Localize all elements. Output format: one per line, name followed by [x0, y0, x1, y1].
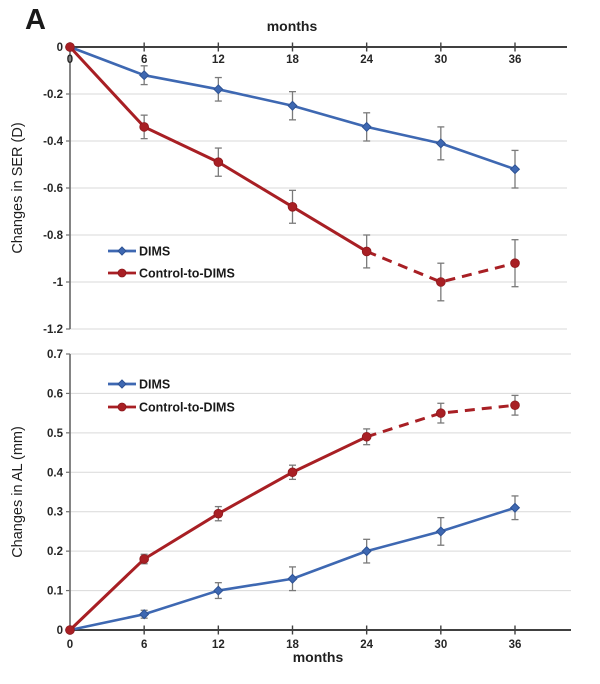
ser-x-tick-label: 0 [67, 54, 73, 66]
control-circle-marker [117, 402, 127, 412]
control-circle-marker [65, 625, 75, 635]
dims-diamond-marker [361, 546, 372, 557]
al-y-tick-label: 0.4 [47, 467, 64, 479]
al-y-tick-label: 0.1 [47, 586, 64, 598]
al-y-tick-label: 0 [57, 625, 63, 637]
panel-label: A [25, 4, 46, 36]
al-x-tick-label: 30 [434, 639, 447, 651]
al-x-tick-label: 18 [286, 639, 299, 651]
dims-diamond-marker [509, 164, 521, 175]
al-x-tick-label: 36 [509, 639, 522, 651]
control-circle-marker [436, 408, 446, 418]
ser-series-control [65, 42, 520, 302]
dims-diamond-marker [509, 502, 521, 513]
ser-y-tick-label: -0.2 [43, 89, 63, 101]
control-circle-marker [65, 42, 75, 52]
ser-y-tick-label: -1 [53, 277, 64, 289]
al-x-tick-label: 24 [360, 639, 373, 651]
ser-chart: 0 -0.2 -0.4 -0.6 -0.8 -1 -1.2 0 6 12 18 24 30 36 month… [10, 18, 567, 336]
dims-diamond-marker [117, 246, 127, 256]
legend-label: DIMS [139, 378, 170, 392]
dims-diamond-marker [139, 609, 150, 620]
al-y-axis-title: Changes in AL (mm) [10, 426, 26, 558]
ser-x-tick-label: 12 [212, 54, 225, 66]
dims-diamond-marker [213, 84, 224, 95]
al-y-tick-label: 0.2 [47, 546, 63, 558]
ser-x-tick-label: 36 [509, 54, 522, 66]
al-x-tick-label: 12 [212, 639, 225, 651]
control-circle-marker [287, 467, 298, 478]
ser-x-axis-title: months [267, 18, 318, 34]
legend-label: Control-to-DIMS [139, 267, 235, 281]
ser-y-tick-label: -0.8 [43, 230, 63, 242]
dims-diamond-marker [287, 573, 298, 584]
ser-y-tick-label: -1.2 [43, 324, 63, 336]
control-circle-marker [436, 277, 446, 287]
al-legend-item-control: Control-to-DIMS [108, 401, 235, 415]
al-x-axis-title: months [293, 649, 344, 665]
legend-label: Control-to-DIMS [139, 401, 235, 415]
dims-diamond-marker [435, 526, 446, 537]
control-line-dashed [366, 250, 516, 284]
control-circle-marker [117, 268, 127, 278]
control-circle-marker [213, 157, 224, 167]
ser-x-tick-label: 24 [360, 54, 373, 66]
ser-x-tick-label: 30 [434, 54, 447, 66]
ser-legend-item-dims: DIMS [108, 245, 170, 259]
control-circle-marker [510, 258, 520, 269]
dims-diamond-marker [213, 585, 224, 596]
al-x-tick-label: 0 [67, 639, 73, 651]
ser-y-tick-label: -0.4 [43, 136, 63, 148]
ser-y-tick-label: -0.6 [43, 183, 63, 195]
al-series-dims [64, 495, 521, 636]
al-y-tick-label: 0.7 [47, 349, 63, 361]
control-circle-marker [213, 508, 224, 519]
dims-diamond-marker [361, 121, 372, 133]
al-y-tick-label: 0.5 [47, 428, 64, 440]
ser-y-axis-title: Changes in SER (D) [10, 122, 26, 253]
ser-x-tick-label: 6 [141, 54, 147, 66]
dims-diamond-marker [287, 100, 298, 111]
ser-x-tick-label: 18 [286, 54, 299, 66]
control-circle-marker [287, 202, 298, 212]
al-y-tick-label: 0.3 [47, 507, 63, 519]
ser-legend-item-control: Control-to-DIMS [108, 267, 235, 281]
control-circle-marker [139, 554, 149, 564]
dims-diamond-marker [435, 138, 446, 149]
control-circle-marker [139, 122, 149, 132]
dims-diamond-marker [139, 70, 150, 81]
al-series-control [65, 394, 520, 635]
control-circle-marker [510, 400, 520, 411]
control-line-solid [68, 435, 368, 632]
al-x-tick-label: 6 [141, 639, 147, 651]
dims-diamond-marker [117, 379, 127, 389]
control-circle-marker [361, 246, 372, 257]
al-y-tick-label: 0.6 [47, 388, 63, 400]
al-chart: 0 0.1 0.2 0.3 0.4 0.5 0.6 0.7 0 6 12 18 24 30 36 months… [10, 349, 571, 665]
control-circle-marker [361, 431, 372, 442]
ser-y-tick-label: 0 [57, 42, 63, 54]
legend-label: DIMS [139, 245, 170, 259]
al-legend-item-dims: DIMS [108, 378, 170, 392]
